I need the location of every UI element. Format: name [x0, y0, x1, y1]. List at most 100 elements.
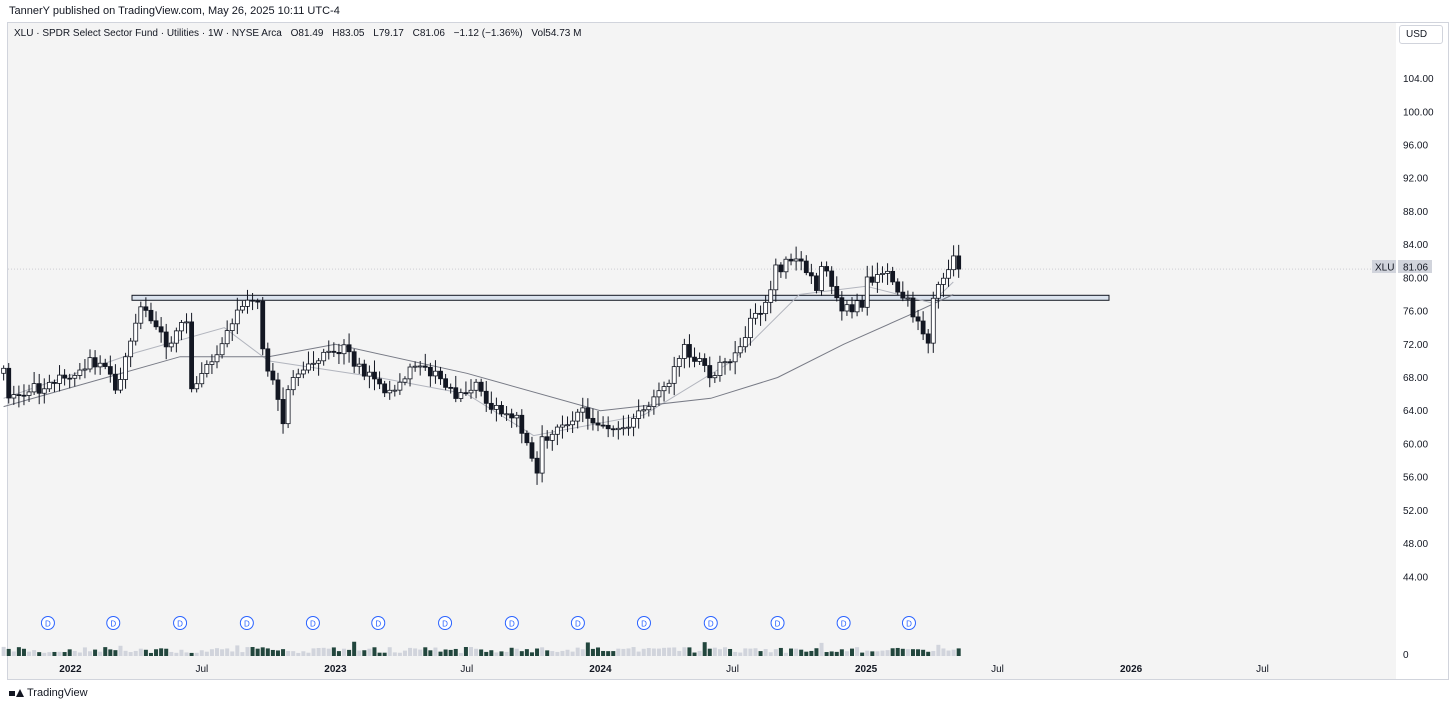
candle: [656, 382, 662, 407]
candle-body: [77, 369, 83, 376]
dividend-marker-circle: [570, 616, 585, 630]
candle: [621, 415, 626, 436]
candle-body: [671, 366, 677, 384]
volume-bar: [656, 648, 661, 656]
candle-body: [57, 374, 62, 384]
candle: [600, 416, 606, 429]
volume-bar: [839, 649, 844, 656]
candle: [453, 375, 459, 403]
volume-bar: [514, 648, 519, 656]
currency-button[interactable]: USD: [1399, 25, 1443, 44]
candle-body: [184, 321, 189, 324]
candle-body: [219, 343, 225, 356]
candle-body: [875, 274, 880, 283]
volume-bar: [311, 648, 316, 656]
candle: [661, 381, 667, 402]
candle: [412, 361, 418, 372]
volume-bar: [32, 650, 37, 656]
dividend-marker-label: D: [45, 620, 51, 629]
candle-body: [173, 330, 179, 344]
candle-body: [102, 362, 108, 367]
dividend-marker: D: [106, 616, 121, 630]
candle: [321, 348, 327, 366]
volume-bar: [631, 647, 636, 656]
candle: [687, 334, 692, 368]
y-tick-label: 64.00: [1403, 406, 1428, 417]
publisher-credit: TannerY published on TradingView.com, Ma…: [9, 5, 340, 17]
candle-body: [676, 358, 682, 368]
candle: [707, 356, 713, 388]
volume-bar: [763, 649, 768, 656]
dividend-marker: D: [173, 616, 188, 630]
candle: [26, 384, 32, 402]
candle-body: [341, 344, 347, 355]
candle: [666, 379, 672, 394]
dividend-marker: D: [239, 616, 254, 630]
candle-body: [128, 340, 134, 358]
candle-body: [880, 273, 885, 275]
candle-body: [529, 442, 535, 459]
candle-body: [610, 428, 616, 431]
chart-pane[interactable]: [8, 23, 1396, 679]
moving-average-slow-line: [3, 294, 954, 412]
candle-body: [52, 381, 57, 384]
volume-bar: [524, 649, 529, 656]
candle: [864, 265, 870, 316]
dividend-marker-circle: [371, 616, 386, 630]
volume-bar: [692, 652, 697, 656]
volume-bar: [667, 647, 672, 656]
candle-body: [565, 424, 570, 427]
candle-body: [478, 381, 484, 392]
candle: [737, 337, 743, 358]
dividend-marker-label: D: [641, 620, 647, 629]
dividend-marker: D: [40, 616, 55, 630]
candle-body: [387, 389, 393, 394]
candle: [113, 364, 118, 394]
volume-bar: [799, 649, 804, 656]
candle-body: [194, 383, 200, 390]
candle: [341, 339, 347, 365]
candle: [626, 414, 631, 436]
volume-bar: [895, 647, 900, 656]
volume-bar: [448, 649, 453, 656]
volume-bar: [555, 651, 560, 656]
candle-body: [361, 363, 367, 377]
candle: [803, 255, 809, 276]
volume-bar: [408, 647, 413, 656]
candle-body: [778, 264, 784, 273]
candle: [814, 272, 819, 294]
candle-body: [824, 266, 830, 272]
candle: [956, 244, 962, 278]
candle: [570, 411, 576, 433]
candle-body: [16, 394, 22, 396]
candle: [819, 261, 824, 296]
volume-bar: [377, 652, 382, 656]
candle-body: [814, 275, 819, 291]
candle: [890, 266, 896, 285]
candle: [128, 337, 134, 368]
candle-body: [554, 426, 560, 435]
candle: [631, 413, 636, 437]
volume-bar: [469, 646, 474, 656]
candle-body: [372, 371, 377, 380]
volume-bar: [72, 650, 77, 656]
candle-body: [702, 358, 708, 366]
candle: [824, 261, 830, 277]
legend-symbol[interactable]: XLU · SPDR Select Sector Fund · Utilitie…: [14, 28, 282, 39]
candle: [397, 373, 403, 395]
volume-bar: [728, 648, 733, 656]
dividend-marker-circle: [770, 616, 785, 630]
y-tick-label: 48.00: [1403, 539, 1428, 550]
y-tick-label: 88.00: [1403, 207, 1428, 218]
candle: [336, 343, 342, 364]
volume-bar: [946, 650, 951, 656]
candle-body: [808, 272, 814, 277]
volume-bar: [326, 648, 331, 656]
dividend-marker-label: D: [509, 620, 515, 629]
volume-bar: [474, 648, 479, 656]
candle: [651, 389, 657, 415]
candle: [427, 362, 433, 387]
footer-brand[interactable]: TradingView: [9, 687, 88, 699]
candle-body: [168, 342, 174, 348]
